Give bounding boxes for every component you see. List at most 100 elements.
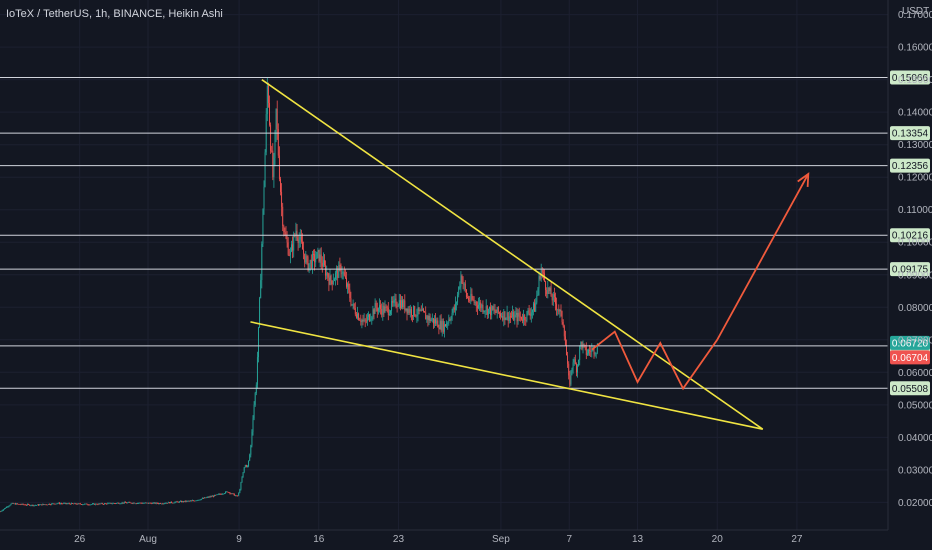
candle-body [338, 264, 340, 278]
candle-body [320, 254, 322, 263]
candle-body [200, 498, 202, 500]
candle-body [251, 431, 253, 446]
candle-body [467, 297, 468, 298]
candle-body [119, 503, 121, 505]
candle-body [343, 272, 345, 276]
candle-body [201, 498, 203, 499]
candle-body [348, 283, 350, 290]
candle-body [248, 460, 250, 467]
candle-body [266, 85, 268, 115]
candle-body [145, 502, 147, 504]
trendlines[interactable] [250, 79, 764, 430]
candle-body [106, 503, 108, 505]
candle-body [239, 489, 241, 493]
candle-body [16, 503, 17, 505]
candle-body [562, 322, 564, 327]
candle-body [140, 502, 142, 504]
candle-body [495, 312, 497, 314]
candle-body [393, 299, 395, 303]
candle-body [58, 502, 60, 504]
candle-body [409, 309, 411, 313]
projection-line[interactable] [591, 173, 810, 391]
candle-body [333, 279, 335, 282]
candle-body [207, 496, 209, 498]
lower-trendline[interactable] [250, 321, 763, 430]
candle-body [135, 503, 137, 505]
candle-body [370, 319, 372, 321]
chart-title: IoTeX / TetherUS, 1h, BINANCE, Heikin As… [6, 8, 223, 20]
candle-body [287, 242, 289, 255]
candle-body [5, 508, 6, 509]
candle-body [371, 317, 373, 320]
candle-body [133, 502, 135, 504]
candle-body [17, 503, 19, 505]
candle-body [22, 503, 24, 505]
candle-body [322, 260, 324, 267]
candle-body [31, 504, 33, 506]
candle-body [78, 503, 80, 505]
candle-body [47, 503, 49, 505]
candle-body [420, 309, 422, 311]
candle-body [525, 320, 527, 321]
candle-body [240, 482, 242, 490]
time-axis[interactable]: 26 Aug 9 16 23 Sep 7 13 20 27 [74, 534, 803, 545]
candle-body [178, 501, 180, 503]
time-tick-label: 27 [791, 534, 803, 545]
candle-body [190, 500, 192, 502]
candle-body [359, 319, 361, 321]
candle-body [54, 503, 56, 505]
price-axis[interactable]: 0.02000 0.03000 0.04000 0.05000 0.06000 0.070… [898, 10, 932, 509]
candle-body [160, 503, 162, 505]
candle-body [95, 503, 97, 505]
candle-body [377, 308, 379, 312]
candle-body [61, 503, 63, 505]
candle-body [432, 318, 434, 324]
price-tick-label: 0.02000 [898, 498, 932, 509]
candle-body [62, 503, 64, 505]
candle-body [583, 344, 585, 346]
candle-body [541, 270, 543, 273]
price-tick-label: 0.04000 [898, 433, 932, 444]
candle-body [234, 495, 236, 497]
candle-body [379, 305, 380, 309]
candle-body [479, 302, 481, 305]
candle-body [9, 505, 11, 506]
candle-body [154, 502, 156, 504]
candle-body [459, 286, 461, 288]
candle-body [514, 314, 516, 321]
upper-trendline[interactable] [261, 79, 764, 430]
horizontal-levels[interactable]: 0.150660.133540.123560.102160.091750.068… [0, 70, 930, 396]
candle-body [478, 304, 479, 309]
candle-body [94, 503, 96, 505]
candle-body [3, 508, 5, 510]
candle-body [229, 492, 231, 494]
candle-body [557, 309, 559, 311]
candle-body [551, 296, 553, 301]
candle-body [458, 286, 460, 295]
candle-body [295, 230, 297, 236]
candle-body [330, 275, 332, 281]
candle-body [14, 503, 16, 505]
candle-body [214, 494, 215, 497]
candle-body [87, 504, 89, 506]
candle-body [45, 504, 47, 506]
projection-path[interactable] [591, 172, 810, 391]
candle-body [537, 288, 539, 296]
candle-body [362, 319, 364, 321]
time-tick-label: 26 [74, 534, 86, 545]
candle-body [574, 359, 576, 365]
candle-body [175, 501, 177, 503]
current-price-label: 0.06720 [892, 338, 929, 349]
candle-body [296, 230, 298, 238]
candle-body [564, 336, 566, 345]
candle-body [355, 314, 357, 318]
candle-body [127, 502, 129, 504]
candle-body [86, 503, 88, 505]
candle-body [471, 293, 473, 300]
candle-body [215, 494, 217, 496]
candle-body [25, 504, 27, 506]
candle-body [531, 309, 533, 313]
candle-body [387, 307, 389, 316]
candle-body [575, 364, 577, 373]
